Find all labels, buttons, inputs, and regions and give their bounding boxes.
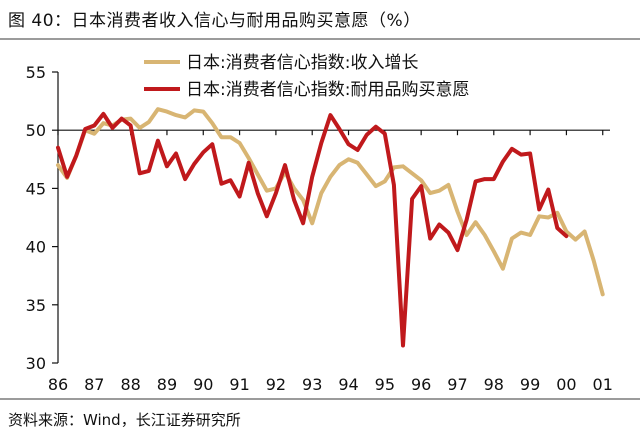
legend-label-durable: 日本:消费者信心指数:耐用品购买意愿 xyxy=(186,80,469,100)
x-tick-label: 01 xyxy=(593,375,613,394)
chart-axes: 30 35 40 45 50 55 86 87 88 89 90 91 92 93 94 95 96 97 98 99… xyxy=(26,63,613,394)
x-tick-label: 88 xyxy=(120,375,140,394)
x-tick-label: 91 xyxy=(229,375,249,394)
y-tick-label: 45 xyxy=(26,179,46,198)
x-tick-label: 93 xyxy=(302,375,322,394)
series-line-durable xyxy=(56,111,569,348)
x-tick-label: 92 xyxy=(266,375,286,394)
chart-lines xyxy=(56,107,605,348)
y-tick-label: 55 xyxy=(26,63,46,82)
x-tick-label: 87 xyxy=(84,375,104,394)
x-tick-label: 96 xyxy=(411,375,431,394)
x-tick-label: 98 xyxy=(484,375,504,394)
y-tick-label: 30 xyxy=(26,354,46,373)
x-tick-label: 95 xyxy=(375,375,395,394)
y-tick-label: 35 xyxy=(26,296,46,315)
chart-legend: 日本:消费者信心指数:收入增长 日本:消费者信心指数:耐用品购买意愿 xyxy=(144,53,469,100)
figure-title: 图 40：日本消费者收入信心与耐用品购买意愿（%） xyxy=(8,11,421,31)
x-tick-label: 89 xyxy=(157,375,177,394)
x-tick-label: 90 xyxy=(193,375,213,394)
x-tick-label: 00 xyxy=(556,375,576,394)
bottom-rule xyxy=(0,398,640,400)
x-tick-label: 99 xyxy=(520,375,540,394)
top-rule xyxy=(0,38,640,40)
x-tick-label: 86 xyxy=(48,375,68,394)
y-tick-label: 50 xyxy=(26,121,46,140)
y-tick-label: 40 xyxy=(26,238,46,257)
legend-label-income: 日本:消费者信心指数:收入增长 xyxy=(186,53,418,73)
series-line-income xyxy=(56,107,605,297)
source-note: 资料来源：Wind，长江证券研究所 xyxy=(8,411,241,429)
x-tick-label: 97 xyxy=(447,375,467,394)
x-tick-label: 94 xyxy=(338,375,358,394)
